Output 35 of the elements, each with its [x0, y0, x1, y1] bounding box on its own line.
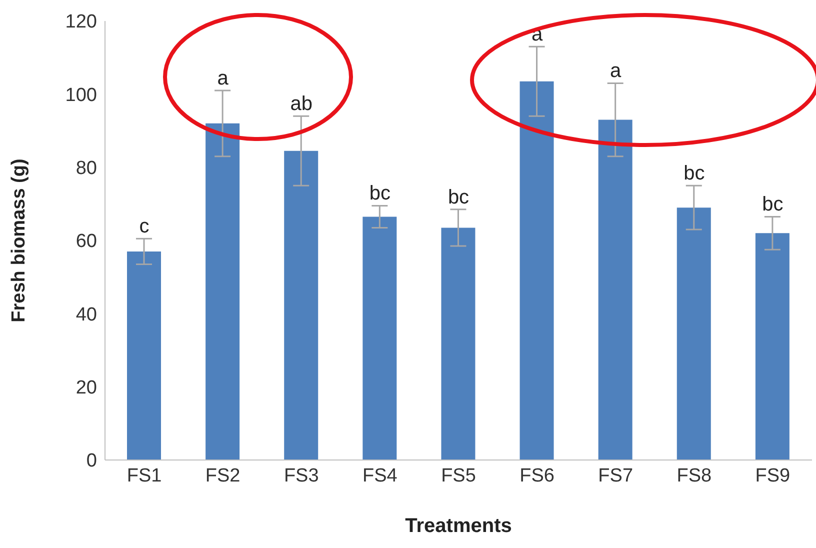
- bar: [441, 228, 476, 460]
- annotation: a: [217, 68, 230, 90]
- x-tick-label: FS8: [676, 465, 712, 486]
- x-tick-label: FS1: [126, 465, 162, 486]
- x-tick-label: FS4: [362, 465, 398, 486]
- y-tick-label: 80: [76, 158, 97, 180]
- bar: [284, 150, 318, 460]
- y-axis-title: Fresh biomass (g): [8, 158, 30, 322]
- annotation: c: [139, 216, 150, 238]
- x-tick-label: FS7: [598, 465, 634, 486]
- y-tick-label: 120: [65, 12, 97, 33]
- bar: [206, 123, 240, 460]
- x-tick-label: FS5: [441, 465, 476, 486]
- annotation: bc: [684, 162, 705, 185]
- bar: [598, 120, 632, 460]
- y-tick-label: 20: [76, 378, 97, 399]
- y-tick-label: 60: [76, 231, 97, 252]
- annotation: bc: [369, 182, 391, 205]
- x-tick-label: FS2: [205, 465, 240, 486]
- x-tick-label: FS6: [520, 465, 554, 486]
- x-tick-label: FS3: [284, 465, 319, 486]
- annotation: bc: [448, 186, 470, 208]
- annotation: bc: [762, 194, 784, 216]
- x-tick-label: FS9: [755, 465, 790, 486]
- bar: [362, 216, 397, 460]
- bar: [755, 233, 790, 460]
- y-tick-label: 40: [76, 304, 97, 326]
- y-tick-label: 0: [86, 450, 97, 472]
- x-axis-title: Treatments: [405, 515, 512, 537]
- y-tick-label: 100: [65, 84, 97, 106]
- bar: [127, 251, 161, 460]
- annotation: a: [610, 60, 622, 82]
- bar: [676, 208, 711, 460]
- annotation: ab: [290, 93, 313, 116]
- bar: [520, 81, 554, 460]
